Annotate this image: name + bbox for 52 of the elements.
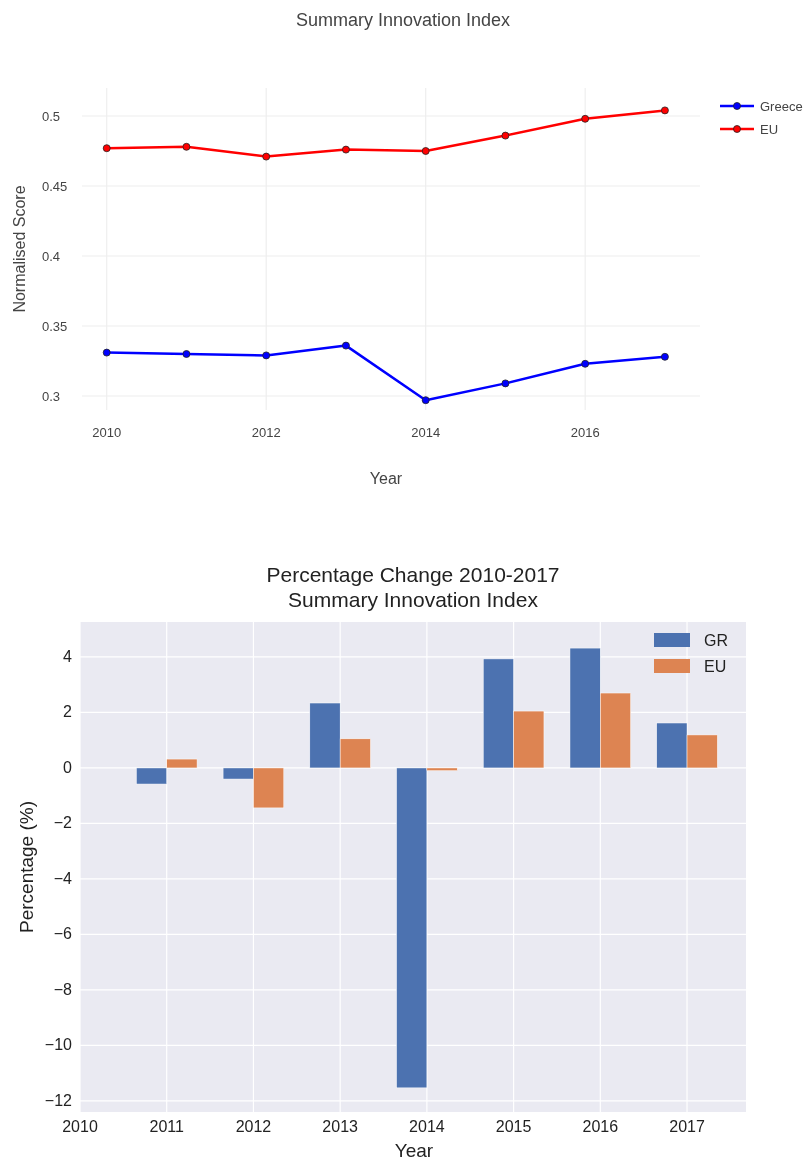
x-tick-label: 2012 [235,1118,272,1135]
point [182,350,191,358]
y-tick-label: 0.4 [42,249,61,264]
x-tick-label: 2010 [62,1118,98,1135]
point [262,152,271,161]
y-axis-title: Percentage (%) [16,800,37,934]
y-tick-label: 0.3 [42,389,61,404]
point [421,396,430,405]
y-tick-label: −8 [53,980,73,998]
legend-label: EU [760,122,779,137]
legend-label: GR [704,632,728,649]
legend-label: Greece [760,99,803,114]
x-tick-label: 2016 [570,425,600,440]
point [262,351,271,360]
y-tick-label: 0.5 [42,109,61,124]
point [581,359,590,368]
y-axis-title: Normalised Score [11,185,28,313]
x-tick-label: 2015 [495,1118,532,1135]
x-tick-label: 2010 [92,425,122,440]
y-tick-label: 0 [63,758,73,776]
chart-title: Summary Innovation Index [295,10,511,30]
point [102,348,111,357]
point [501,379,510,388]
x-tick-label: 2017 [669,1118,705,1135]
y-tick-label: −2 [53,814,73,832]
x-tick-label: 2016 [582,1118,619,1135]
y-tick-label: −6 [53,925,73,943]
y-tick-label: −10 [44,1036,73,1054]
x-tick-label: 2014 [411,425,441,440]
point [342,341,350,350]
point [501,131,510,140]
point [182,142,191,151]
point [661,106,669,115]
point [102,144,111,153]
x-axis-title: Year [369,470,403,487]
point [421,147,430,155]
x-tick-label: 2011 [149,1118,185,1135]
x-tick-label: 2014 [409,1118,445,1135]
x-tick-label: 2013 [322,1118,359,1135]
point [661,352,669,361]
point [342,145,350,154]
y-tick-label: 2 [63,703,73,721]
legend-label: EU [704,658,727,675]
x-axis-title: Year [394,1140,434,1160]
y-tick-label: 0.45 [42,179,68,194]
chart-title: Percentage Change 2010-2017 Summary Innovation Index [266,563,560,611]
y-tick-label: −4 [53,869,73,887]
y-tick-label: −12 [44,1091,73,1109]
point [581,114,590,123]
x-tick-label: 2012 [251,425,281,440]
y-tick-label: 0.35 [42,319,68,334]
y-tick-label: 4 [63,647,73,665]
